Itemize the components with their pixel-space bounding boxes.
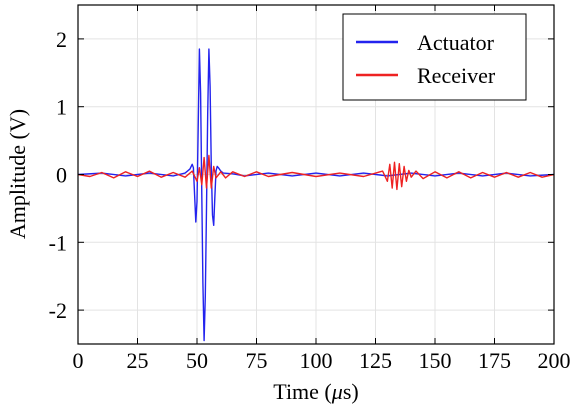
series-line-receiver [78,154,554,191]
x-tick-label: 0 [73,348,84,373]
x-axis-title: Time (μs) [273,379,358,404]
series-layer [78,48,554,342]
legend-receiver-label: Receiver [417,63,496,88]
axis-ticks [77,5,555,344]
x-tick-label: 125 [359,348,392,373]
legend-box [342,13,527,101]
tick-labels: 0 25 50 75 100 125 150 175 200 2 1 0 -1 -2 [49,27,571,373]
y-tick-label: -1 [49,230,67,255]
x-tick-label: 200 [538,348,571,373]
x-tick-label: 25 [127,348,149,373]
legend: Actuator Receiver [342,13,527,101]
y-axis-title: Amplitude (V) [5,109,30,239]
x-tick-label: 150 [419,348,452,373]
x-tick-label: 175 [478,348,511,373]
y-tick-label: 0 [56,163,67,188]
y-tick-label: 1 [56,95,67,120]
x-tick-label: 100 [300,348,333,373]
legend-actuator-label: Actuator [417,30,495,55]
x-axis-title-symbol: μ [331,379,343,404]
y-tick-label: 2 [56,27,67,52]
x-tick-label: 75 [246,348,268,373]
y-tick-label: -2 [49,298,67,323]
x-tick-label: 50 [186,348,208,373]
